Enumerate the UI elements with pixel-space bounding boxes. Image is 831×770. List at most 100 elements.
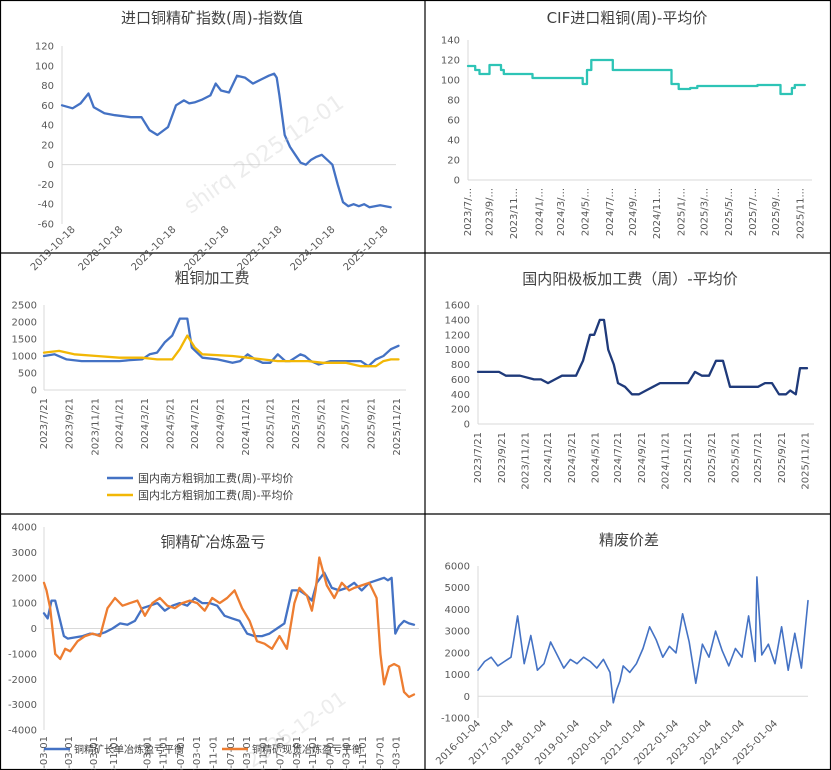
x-tick-label: 2024/1/...: [535, 188, 546, 236]
x-tick-label: 2025/3/21: [707, 432, 718, 483]
x-axis-ticks: 2011-03-01 2012-03-01 2013-03-01 2013-11-01…: [39, 736, 403, 770]
x-tick-label: 2013-11-01: [109, 736, 120, 770]
x-tick-label: 2024-10-18: [289, 224, 338, 273]
x-tick-label: 2017-11-01: [208, 736, 219, 770]
x-tick-label: 2025/5/21: [317, 398, 328, 449]
axis-lines: [477, 566, 808, 718]
y-axis-ticks: 6000 5000 4000 3000 2000 1000 0 -1000: [441, 562, 470, 725]
series-lines: [60, 72, 392, 209]
x-tick-label: 2019-03-01: [242, 736, 253, 770]
y-tick-label: 120: [35, 42, 54, 53]
x-tick-label: 2022-07-01: [326, 736, 337, 770]
y-tick-label: 80: [41, 81, 54, 92]
chart-title: 进口铜精矿指数(周)-指数值: [121, 9, 303, 27]
y-tick-label: 0: [31, 624, 37, 635]
y-tick-label: 2000: [12, 318, 37, 329]
legend: 国内南方粗铜加工费(周)-平均价 国内北方粗铜加工费(周)-平均价: [107, 471, 294, 502]
y-tick-label: 6000: [445, 562, 470, 573]
x-tick-label: 2025/5/21: [731, 432, 742, 483]
x-tick-label: 2023/7/21: [39, 398, 50, 449]
x-tick-label: 2024/7/...: [605, 188, 616, 236]
x-tick-label: 2025/7/21: [753, 432, 764, 483]
x-axis-ticks: 2016-01-042017-01-042018-01-042019-01-04…: [434, 718, 780, 767]
x-tick-label: 2023/7/21: [473, 432, 484, 483]
series-lines: [42, 556, 416, 699]
y-axis-ticks: 120 100 80 60 40 20 0 -20 -40 -60: [35, 42, 54, 231]
axis-lines: [43, 527, 419, 730]
y-tick-label: 1500: [12, 335, 37, 346]
x-tick-label: 2024/5/...: [581, 188, 592, 236]
y-tick-label: 4000: [12, 523, 37, 534]
y-tick-label: 1600: [445, 301, 470, 312]
chart-anode-processing-fee: 国内阳极板加工费（周）-平均价 1600 1400 1200 1000 800 600 40…: [445, 270, 814, 490]
series-lines: [42, 317, 400, 368]
x-tick-label: 2017-03-01: [192, 736, 203, 770]
chart-smelting-profit-loss: 铜精矿冶炼盈亏 4000 3000 2000 1000 0 -1000 -2000 -3000…: [8, 523, 419, 770]
x-tick-label: 2024/9/...: [628, 188, 639, 236]
x-tick-label: 2025/11...: [796, 188, 807, 239]
x-tick-label: 2025/11/21: [801, 432, 812, 490]
series-line-1: [466, 58, 806, 96]
y-axis-ticks: 4000 3000 2000 1000 0 -1000 -2000 -3000 -4000: [8, 523, 37, 737]
x-tick-label: 2024/5/21: [166, 398, 177, 449]
x-tick-label: 2024/11...: [652, 188, 663, 239]
x-tick-label: 2013-03-01: [89, 736, 100, 770]
x-tick-label: 2024/7/21: [190, 398, 201, 449]
x-tick-label: 2025/1/...: [677, 188, 688, 236]
x-tick-label: 2023/11/21: [521, 432, 532, 490]
x-tick-label: 2023/7/...: [463, 188, 474, 236]
x-tick-label: 2015-11-01: [159, 736, 170, 770]
y-tick-label: 40: [41, 121, 54, 132]
x-tick-label: 2025-03-01: [392, 736, 403, 770]
y-tick-label: 120: [441, 56, 460, 67]
y-tick-label: 40: [447, 136, 460, 147]
x-tick-label: 2025/11/21: [392, 398, 403, 456]
y-tick-label: 20: [41, 140, 54, 151]
x-tick-label: 2023/9/...: [485, 188, 496, 236]
x-tick-label: 2024/5/21: [591, 432, 602, 483]
x-tick-label: 2019-11-01: [258, 736, 269, 770]
legend: 铜精矿长单冶炼盈亏平衡 铜精矿现货冶炼盈亏平衡: [44, 743, 362, 756]
y-tick-label: 100: [35, 61, 54, 72]
x-tick-label: 2025/9/21: [777, 432, 788, 483]
series-lines: [476, 318, 809, 396]
series-line-1: [60, 72, 392, 209]
x-axis-ticks: 2023/7/21 2023/9/21 2023/11/21 2024/1/21 202…: [39, 398, 403, 456]
y-tick-label: 200: [451, 405, 470, 416]
x-tick-label: 2024/11/21: [241, 398, 252, 456]
x-tick-label: 2025/5/...: [724, 188, 735, 236]
x-tick-label: 2021-11-01: [308, 736, 319, 770]
y-tick-label: 1000: [445, 345, 470, 356]
chart-cif-blister-copper: CIF进口粗铜(周)-平均价 140 120 100 80 60 40 20 0 2023/7…: [441, 9, 812, 239]
x-tick-label: 2024/11/21: [661, 432, 672, 490]
x-tick-label: 2025/1/21: [683, 432, 694, 483]
y-axis-ticks: 1600 1400 1200 1000 800 600 400 200 0: [445, 301, 470, 431]
axis-lines: [43, 305, 406, 391]
x-tick-label: 2021-03-01: [292, 736, 303, 770]
x-axis-ticks: 2023/7/21 2023/9/21 2023/11/21 2024/1/21 202…: [473, 432, 812, 490]
x-tick-label: 2025/9/...: [771, 188, 782, 236]
legend-label-south: 国内南方粗铜加工费(周)-平均价: [138, 471, 294, 485]
x-tick-label: 2024/7/21: [613, 432, 624, 483]
y-tick-label: 600: [451, 375, 470, 386]
y-tick-label: 5000: [445, 583, 470, 594]
y-tick-label: -20: [38, 180, 54, 191]
x-tick-label: 2015-03-01: [142, 736, 153, 770]
y-tick-label: -1000: [441, 714, 470, 725]
x-tick-label: 2025/3/21: [291, 398, 302, 449]
x-tick-label: 2023/11...: [509, 188, 520, 239]
y-tick-label: 20: [447, 156, 460, 167]
y-axis-ticks: 140 120 100 80 60 40 20 0: [441, 36, 460, 187]
x-tick-label: 2024/1/21: [114, 398, 125, 449]
y-tick-label: 0: [464, 692, 470, 703]
series-line-2: [42, 334, 400, 368]
y-tick-label: 2000: [445, 648, 470, 659]
x-tick-label: 2022-10-18: [183, 224, 232, 273]
y-tick-label: 0: [464, 420, 470, 431]
y-tick-label: -4000: [8, 726, 37, 737]
y-axis-ticks: 2500 2000 1500 1000 500 0: [12, 301, 37, 397]
y-tick-label: 1000: [12, 352, 37, 363]
x-tick-label: 2025/9/21: [366, 398, 377, 449]
